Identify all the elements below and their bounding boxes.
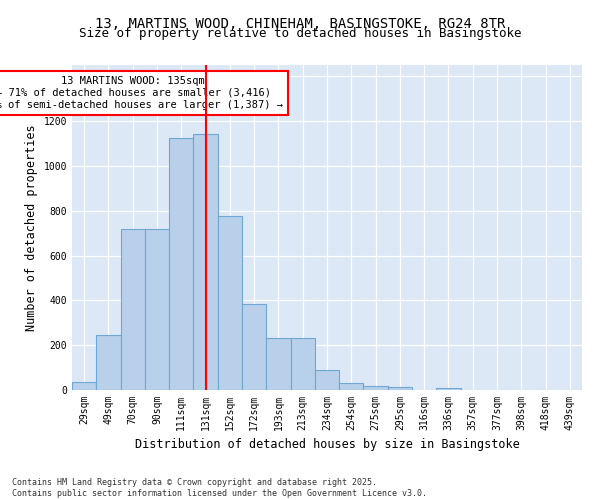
Bar	[266, 338, 290, 390]
Bar	[339, 384, 364, 390]
Bar	[96, 335, 121, 390]
Bar	[121, 228, 145, 390]
Bar	[218, 216, 242, 390]
Text: Contains HM Land Registry data © Crown copyright and database right 2025.
Contai: Contains HM Land Registry data © Crown c…	[12, 478, 427, 498]
Text: Size of property relative to detached houses in Basingstoke: Size of property relative to detached ho…	[79, 28, 521, 40]
Bar	[169, 138, 193, 390]
Bar	[364, 386, 388, 390]
Bar	[72, 382, 96, 390]
Bar	[315, 370, 339, 390]
Bar	[145, 228, 169, 390]
Bar	[242, 304, 266, 390]
Text: 13, MARTINS WOOD, CHINEHAM, BASINGSTOKE, RG24 8TR: 13, MARTINS WOOD, CHINEHAM, BASINGSTOKE,…	[95, 18, 505, 32]
X-axis label: Distribution of detached houses by size in Basingstoke: Distribution of detached houses by size …	[134, 438, 520, 452]
Bar	[388, 386, 412, 390]
Y-axis label: Number of detached properties: Number of detached properties	[25, 124, 38, 331]
Text: 13 MARTINS WOOD: 135sqm
← 71% of detached houses are smaller (3,416)
29% of semi: 13 MARTINS WOOD: 135sqm ← 71% of detache…	[0, 76, 283, 110]
Bar	[290, 338, 315, 390]
Bar	[193, 134, 218, 390]
Bar	[436, 388, 461, 390]
